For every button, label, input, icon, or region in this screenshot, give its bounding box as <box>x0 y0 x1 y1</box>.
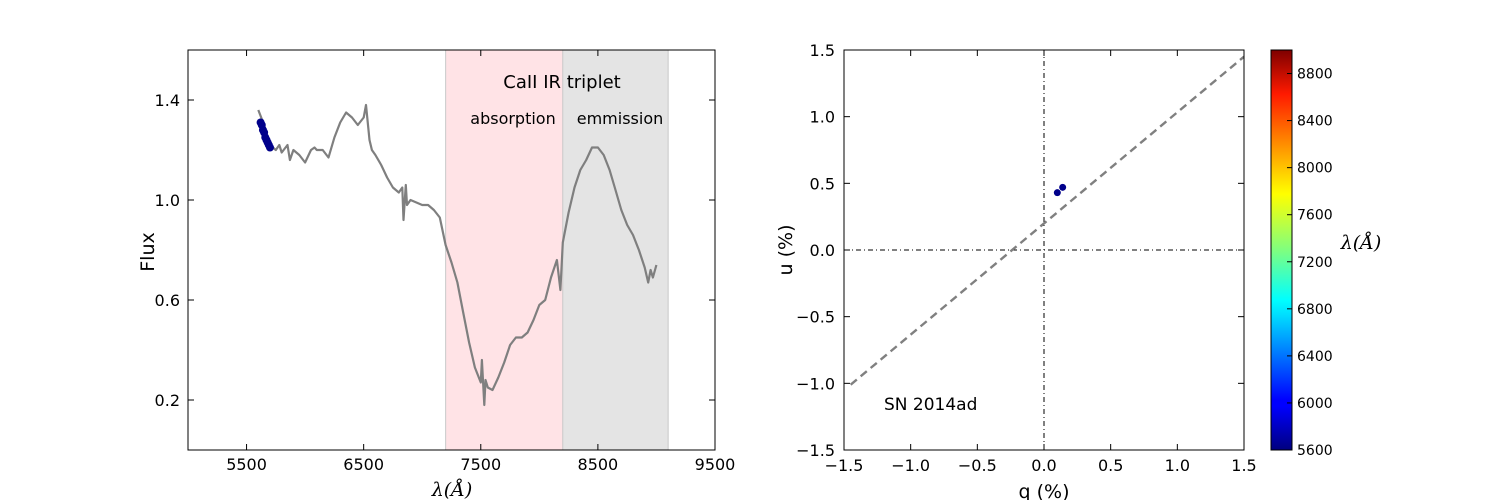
fit-line <box>849 55 1244 386</box>
colorbar-tick-label: 6400 <box>1297 349 1333 365</box>
spectrum-point <box>265 143 274 152</box>
band-emmission <box>562 50 669 450</box>
qu-x-axis-label: q (%) <box>1019 481 1070 500</box>
spectrum-plot-area <box>256 103 658 407</box>
spectrum-ticks: 5500 6500 7500 8500 9500 0.2 0.6 1.0 1.4 <box>155 50 736 474</box>
colorbar-tick-label: 8800 <box>1297 67 1333 83</box>
x-tick-label: 1.5 <box>1231 456 1256 475</box>
colorbar-tick-label: 7600 <box>1297 208 1333 224</box>
band-absorption <box>445 50 563 450</box>
colorbar-tick-label: 6000 <box>1297 396 1333 412</box>
x-tick-label: 5500 <box>226 455 267 474</box>
colorbar-tick-label: 8400 <box>1297 114 1333 130</box>
spectrum-y-axis-label: Flux <box>137 232 159 272</box>
band-title: CaII IR triplet <box>503 72 621 93</box>
y-tick-label: 0.6 <box>155 291 180 310</box>
y-tick-label: 0.2 <box>155 391 180 410</box>
qu-y-axis-label: u (%) <box>775 225 797 276</box>
object-label: SN 2014ad <box>884 395 977 415</box>
colorbar-gradient <box>1270 49 1293 451</box>
y-tick-label: 1.5 <box>810 41 835 60</box>
y-tick-label: 1.0 <box>810 108 835 127</box>
absorption-label: absorption <box>470 109 555 128</box>
x-tick-label: 7500 <box>460 455 501 474</box>
colorbar-label: λ(Å) <box>1340 232 1382 254</box>
x-tick-label: −1.5 <box>825 456 864 475</box>
x-tick-label: 1.0 <box>1165 456 1190 475</box>
spectrum-x-axis-label: λ(Å) <box>431 479 473 500</box>
spectrum-frame <box>187 49 716 451</box>
y-tick-label: 1.0 <box>155 191 180 210</box>
x-tick-label: 0.0 <box>1031 456 1056 475</box>
x-tick-label: 8500 <box>578 455 619 474</box>
qu-plot-area <box>844 50 1244 450</box>
y-tick-label: 0.0 <box>810 241 835 260</box>
x-tick-label: −0.5 <box>958 456 997 475</box>
x-tick-label: 6500 <box>343 455 384 474</box>
x-tick-label: 0.5 <box>1098 456 1123 475</box>
qu-point <box>1053 189 1061 197</box>
y-tick-label: 1.4 <box>155 91 180 110</box>
spectrum-line <box>257 103 658 407</box>
colorbar-tick-label: 8000 <box>1297 161 1333 177</box>
colorbar-tick-label: 7200 <box>1297 255 1333 271</box>
colorbar: 5600 6000 6400 6800 7200 7600 8000 8400 8800 λ(Å… <box>1270 49 1382 459</box>
x-tick-label: 9500 <box>695 455 736 474</box>
x-tick-label: −1.0 <box>891 456 930 475</box>
colorbar-tick-label: 6800 <box>1297 302 1333 318</box>
spectrum-panel: 5500 6500 7500 8500 9500 0.2 0.6 1.0 1.4 CaII IR… <box>137 49 736 500</box>
colorbar-ticks: 5600 6000 6400 6800 7200 7600 8000 8400 8800 <box>1287 67 1333 459</box>
emission-label: emmission <box>577 109 664 128</box>
y-tick-label: −1.0 <box>796 374 835 393</box>
colorbar-tick-label: 5600 <box>1297 443 1333 459</box>
qu-ticks: −1.5 −1.0 −0.5 0.0 0.5 1.0 1.5 1.5 1.0 0.5 0.0 −0.5… <box>796 41 1257 475</box>
qu-panel: −1.5 −1.0 −0.5 0.0 0.5 1.0 1.5 1.5 1.0 0.5 0.0 −0.5… <box>775 41 1257 500</box>
band-layer <box>445 50 669 450</box>
y-tick-label: −0.5 <box>796 308 835 327</box>
y-tick-label: −1.5 <box>796 441 835 460</box>
qu-point <box>1059 183 1067 191</box>
y-tick-label: 0.5 <box>810 174 835 193</box>
